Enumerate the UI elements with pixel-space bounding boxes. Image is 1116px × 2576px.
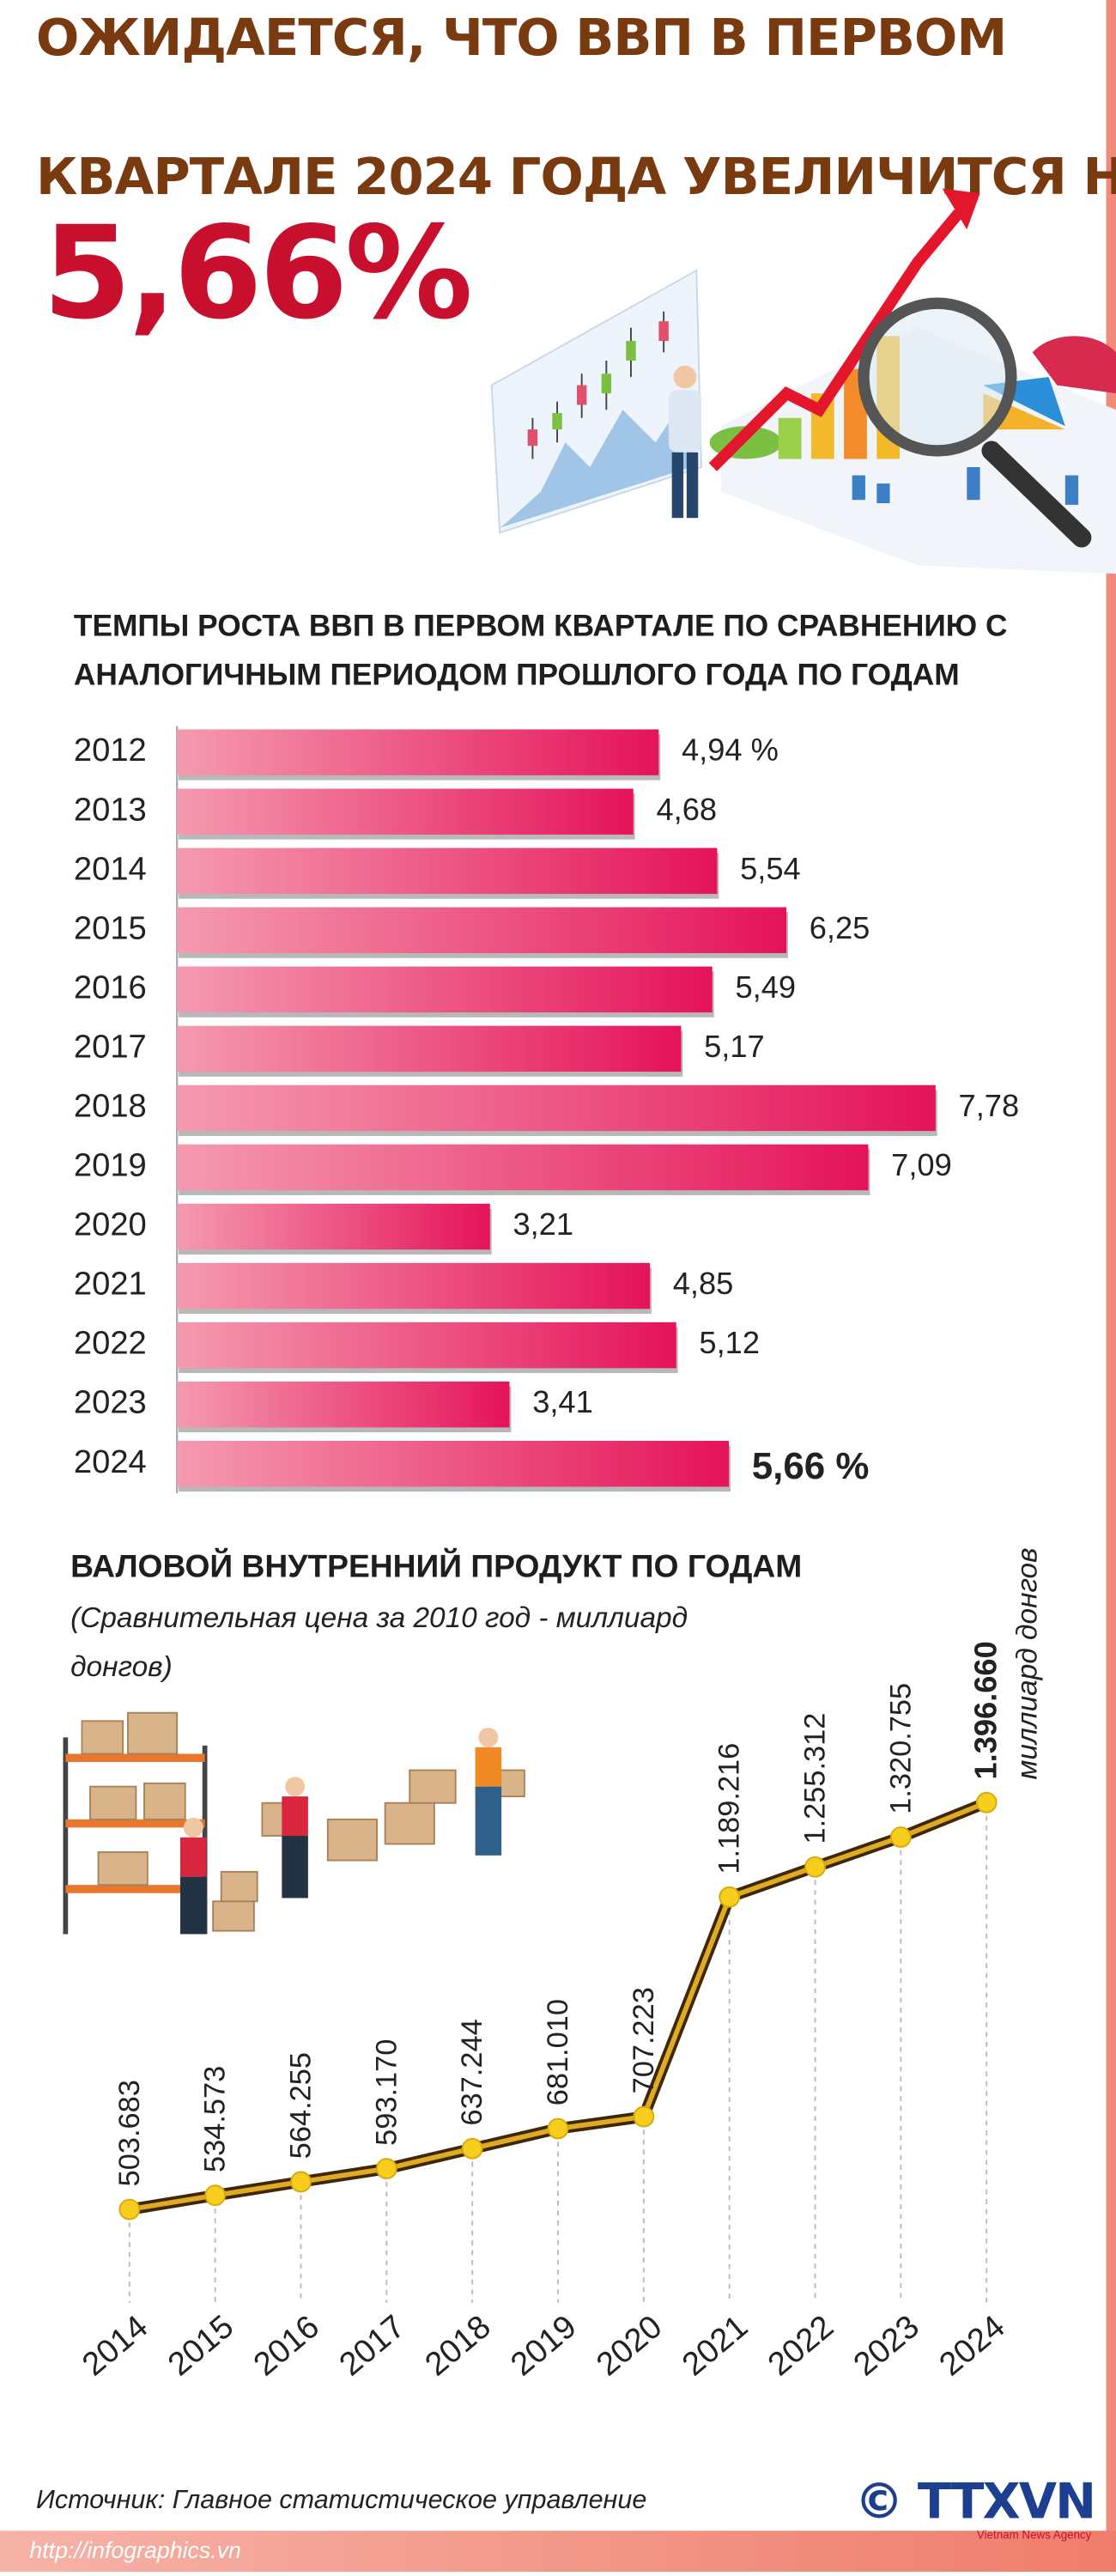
category-label: 2016 bbox=[74, 969, 147, 1005]
category-label: 2024 bbox=[74, 1443, 147, 1480]
value-label: 5,12 bbox=[699, 1325, 760, 1360]
value-label: 5,54 bbox=[740, 851, 801, 886]
x-tick-label: 2020 bbox=[590, 2308, 670, 2384]
x-tick-label: 2016 bbox=[246, 2308, 326, 2384]
source: Источник: Главное статистическое управле… bbox=[36, 2485, 646, 2514]
x-tick-label: 2015 bbox=[161, 2308, 240, 2384]
value-label: 5,49 bbox=[735, 969, 796, 1005]
x-tick-label: 2024 bbox=[932, 2308, 1012, 2384]
value-label: 1.396.660 bbox=[968, 1641, 1004, 1779]
warehouse-illustration bbox=[63, 1711, 525, 1935]
value-label: 7,09 bbox=[891, 1147, 952, 1182]
point bbox=[889, 1826, 912, 1848]
bar-chart-title-line: ТЕМПЫ РОСТА ВВП В ПЕРВОМ КВАРТАЛЕ ПО СРА… bbox=[74, 609, 1008, 642]
value-label: 503.683 bbox=[113, 2080, 146, 2186]
value-label: 4,94 % bbox=[682, 732, 779, 768]
logo-subtitle: Vietnam News Agency bbox=[977, 2529, 1092, 2542]
bar bbox=[177, 1025, 682, 1072]
value-label: 564.255 bbox=[284, 2052, 317, 2159]
category-label: 2019 bbox=[74, 1147, 147, 1184]
value-label: 1.320.755 bbox=[884, 1683, 917, 1814]
bar bbox=[177, 1321, 676, 1369]
point bbox=[290, 2171, 312, 2193]
point bbox=[118, 2198, 141, 2221]
line-chart: 2014 2015 2016 2017 2018 2019 2020 2021 2022 2023… bbox=[76, 1547, 1044, 2383]
x-tick-label: 2017 bbox=[332, 2308, 412, 2384]
x-tick-label: 2019 bbox=[504, 2308, 584, 2384]
bar bbox=[177, 907, 787, 954]
title-line: ОЖИДАЕТСЯ, ЧТО ВВП В ПЕРВОМ bbox=[36, 8, 1006, 67]
value-label: 707.223 bbox=[628, 1987, 660, 2093]
illustration bbox=[490, 188, 1116, 574]
point bbox=[461, 2137, 483, 2160]
line-chart-subtitle: (Сравнительная цена за 2010 год - миллиа… bbox=[70, 1602, 688, 1634]
point bbox=[719, 1886, 741, 1908]
x-tick-label: 2023 bbox=[846, 2308, 926, 2384]
value-label: 637.244 bbox=[456, 2019, 488, 2125]
value-label: 4,68 bbox=[656, 792, 717, 827]
value-label: 7,78 bbox=[959, 1088, 1020, 1123]
value-label: 1.189.216 bbox=[713, 1743, 746, 1874]
category-label: 2020 bbox=[74, 1206, 147, 1243]
category-label: 2015 bbox=[74, 909, 147, 946]
bar bbox=[177, 788, 634, 835]
point bbox=[975, 1791, 998, 1814]
category-label: 2018 bbox=[74, 1088, 147, 1125]
category-label: 2022 bbox=[74, 1325, 147, 1362]
value-label: 3,41 bbox=[532, 1384, 593, 1419]
bar-chart-title: ТЕМПЫ РОСТА ВВП В ПЕРВОМ КВАРТАЛЕ ПО СРА… bbox=[74, 609, 1008, 691]
category-label: 2017 bbox=[74, 1028, 147, 1065]
category-label: 2014 bbox=[74, 850, 147, 887]
unit-label: миллиард донгов bbox=[1012, 1547, 1044, 1779]
value-label: 681.010 bbox=[542, 1999, 574, 2105]
point bbox=[804, 1856, 826, 1878]
point bbox=[547, 2117, 569, 2140]
value-label: 534.573 bbox=[199, 2066, 232, 2172]
point bbox=[375, 2158, 397, 2180]
category-label: 2021 bbox=[74, 1266, 147, 1303]
footer-band bbox=[0, 2530, 1116, 2572]
value-label: 1.255.312 bbox=[799, 1713, 832, 1844]
point bbox=[633, 2105, 655, 2128]
value-label: 593.170 bbox=[370, 2039, 403, 2146]
bar bbox=[177, 729, 659, 775]
highlight: 5,66% bbox=[43, 199, 470, 348]
line-chart-title: ВАЛОВОЙ ВНУТРЕННИЙ ПРОДУКТ ПО ГОДАМ bbox=[70, 1548, 802, 1584]
frame-edge bbox=[1106, 0, 1116, 2572]
x-tick-label: 2021 bbox=[676, 2308, 755, 2384]
value-label: 5,17 bbox=[704, 1029, 765, 1064]
x-tick-label: 2018 bbox=[418, 2308, 498, 2384]
point bbox=[204, 2184, 227, 2207]
bar-chart-title-line: АНАЛОГИЧНЫМ ПЕРИОДОМ ПРОШЛОГО ГОДА ПО ГО… bbox=[74, 659, 960, 692]
value-label: 6,25 bbox=[810, 910, 870, 945]
bar bbox=[177, 1203, 490, 1250]
bar bbox=[177, 848, 718, 894]
url: http://infographics.vn bbox=[29, 2537, 241, 2563]
bar bbox=[177, 1381, 510, 1428]
value-label: 3,21 bbox=[513, 1206, 573, 1242]
bar bbox=[177, 1440, 730, 1487]
category-label: 2013 bbox=[74, 791, 147, 828]
value-label: 4,85 bbox=[673, 1266, 734, 1301]
bar bbox=[177, 1144, 869, 1191]
value-label: 5,66 % bbox=[752, 1445, 870, 1487]
category-label: 2012 bbox=[74, 732, 147, 769]
bar-chart: 2012 4,94 % 2013 4,68 2014 5,54 2015 6,25 2016 5,… bbox=[74, 729, 1019, 1492]
bar bbox=[177, 1262, 651, 1309]
x-tick-label: 2014 bbox=[76, 2308, 155, 2384]
x-tick-label: 2022 bbox=[761, 2308, 840, 2384]
logo: © TTXVN bbox=[855, 2472, 1095, 2530]
bar bbox=[177, 966, 713, 1013]
bar bbox=[177, 1084, 936, 1132]
category-label: 2023 bbox=[74, 1384, 147, 1421]
title-line: КВАРТАЛЕ 2024 ГОДА УВЕЛИЧИТСЯ НА bbox=[36, 147, 1116, 206]
line-chart-subtitle: донгов) bbox=[70, 1651, 173, 1683]
